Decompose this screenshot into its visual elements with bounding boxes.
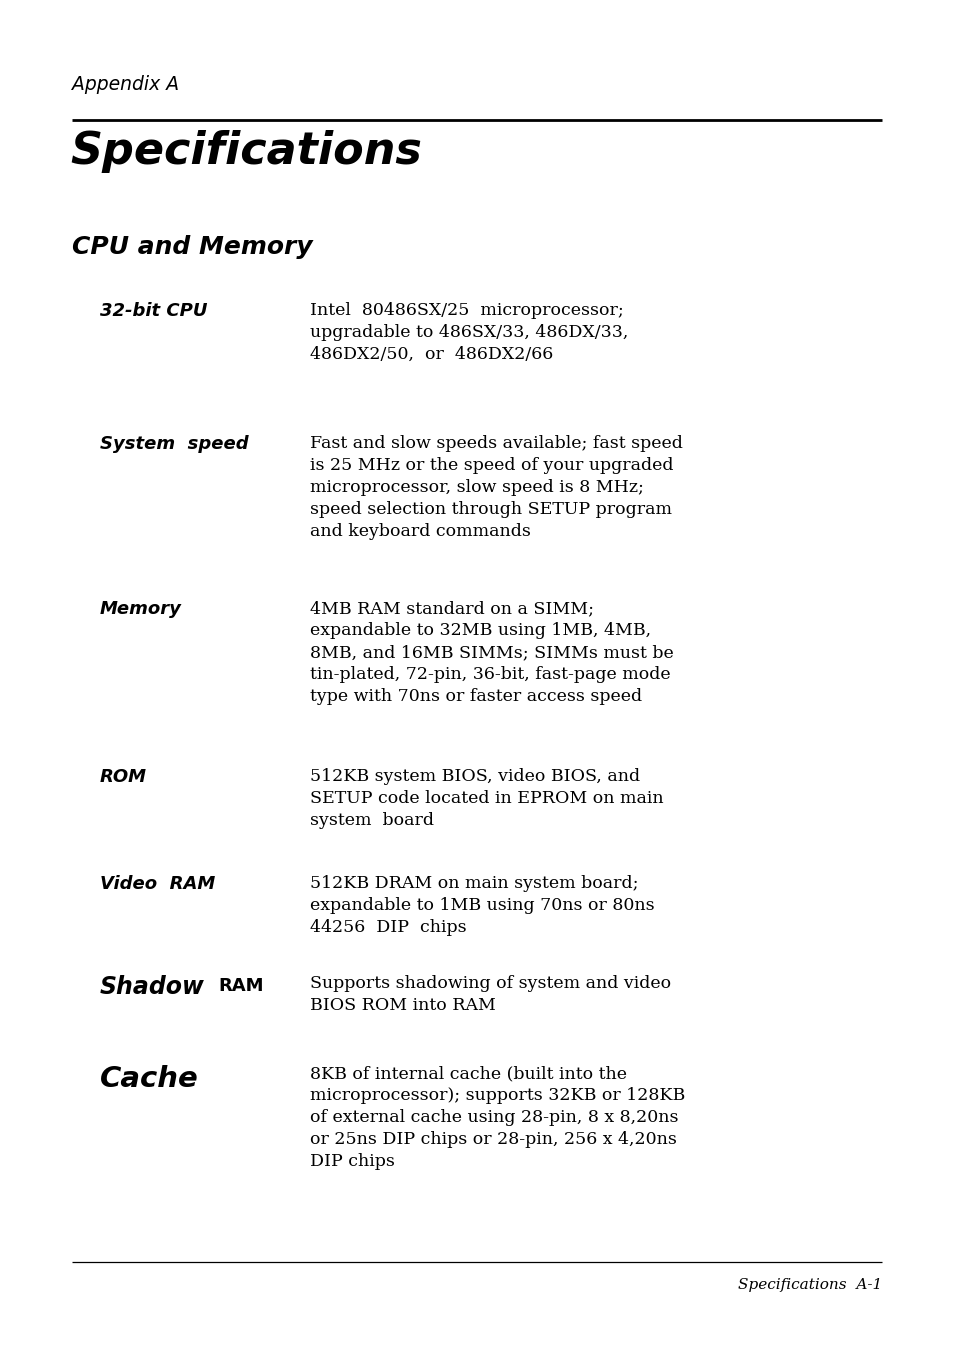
Text: speed selection through SETUP program: speed selection through SETUP program xyxy=(310,500,671,518)
Text: or 25ns DIP chips or 28-pin, 256 x 4,20ns: or 25ns DIP chips or 28-pin, 256 x 4,20n… xyxy=(310,1131,677,1149)
Text: expandable to 32MB using 1MB, 4MB,: expandable to 32MB using 1MB, 4MB, xyxy=(310,621,651,639)
Text: type with 70ns or faster access speed: type with 70ns or faster access speed xyxy=(310,689,641,705)
Text: system  board: system board xyxy=(310,812,434,829)
Text: tin-plated, 72-pin, 36-bit, fast-page mode: tin-plated, 72-pin, 36-bit, fast-page mo… xyxy=(310,666,670,683)
Text: Intel  80486SX/25  microprocessor;: Intel 80486SX/25 microprocessor; xyxy=(310,303,623,319)
Text: 8KB of internal cache (built into the: 8KB of internal cache (built into the xyxy=(310,1065,626,1081)
Text: DIP chips: DIP chips xyxy=(310,1153,395,1170)
Text: Specifications: Specifications xyxy=(70,130,421,174)
Text: expandable to 1MB using 70ns or 80ns: expandable to 1MB using 70ns or 80ns xyxy=(310,897,654,915)
Text: 32-bit CPU: 32-bit CPU xyxy=(100,303,208,320)
Text: 44256  DIP  chips: 44256 DIP chips xyxy=(310,919,466,936)
Text: is 25 MHz or the speed of your upgraded: is 25 MHz or the speed of your upgraded xyxy=(310,457,673,473)
Text: 512KB DRAM on main system board;: 512KB DRAM on main system board; xyxy=(310,876,638,892)
Text: Video  RAM: Video RAM xyxy=(100,876,215,893)
Text: Fast and slow speeds available; fast speed: Fast and slow speeds available; fast spe… xyxy=(310,434,682,452)
Text: Cache: Cache xyxy=(100,1065,198,1093)
Text: upgradable to 486SX/33, 486DX/33,: upgradable to 486SX/33, 486DX/33, xyxy=(310,324,628,342)
Text: System  speed: System speed xyxy=(100,434,249,453)
Text: of external cache using 28-pin, 8 x 8,20ns: of external cache using 28-pin, 8 x 8,20… xyxy=(310,1110,678,1126)
Text: ROM: ROM xyxy=(100,768,147,785)
Text: Memory: Memory xyxy=(100,600,182,617)
Text: microprocessor, slow speed is 8 MHz;: microprocessor, slow speed is 8 MHz; xyxy=(310,479,643,496)
Text: SETUP code located in EPROM on main: SETUP code located in EPROM on main xyxy=(310,790,663,807)
Text: Specifications  A-1: Specifications A-1 xyxy=(737,1278,882,1293)
Text: BIOS ROM into RAM: BIOS ROM into RAM xyxy=(310,997,496,1014)
Text: RAM: RAM xyxy=(218,976,263,995)
Text: Supports shadowing of system and video: Supports shadowing of system and video xyxy=(310,975,670,993)
Text: 512KB system BIOS, video BIOS, and: 512KB system BIOS, video BIOS, and xyxy=(310,768,639,785)
Text: 8MB, and 16MB SIMMs; SIMMs must be: 8MB, and 16MB SIMMs; SIMMs must be xyxy=(310,644,673,660)
Text: and keyboard commands: and keyboard commands xyxy=(310,523,530,539)
Text: Appendix A: Appendix A xyxy=(71,75,179,94)
Text: microprocessor); supports 32KB or 128KB: microprocessor); supports 32KB or 128KB xyxy=(310,1087,684,1104)
Text: Shadow: Shadow xyxy=(100,975,205,999)
Text: 486DX2/50,  or  486DX2/66: 486DX2/50, or 486DX2/66 xyxy=(310,346,553,363)
Text: 4MB RAM standard on a SIMM;: 4MB RAM standard on a SIMM; xyxy=(310,600,594,617)
Text: CPU and Memory: CPU and Memory xyxy=(71,235,313,260)
